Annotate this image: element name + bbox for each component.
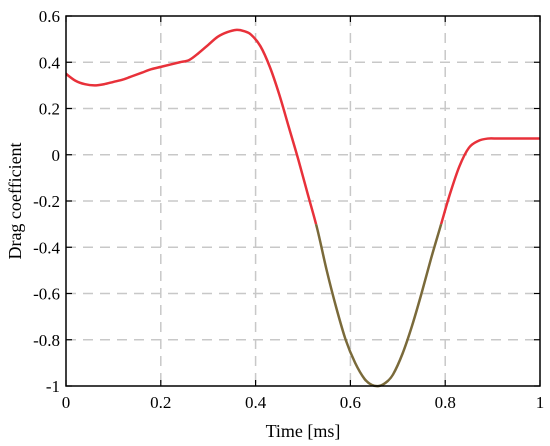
y-tick-label-1: -0.8: [33, 331, 60, 350]
y-axis-title: Drag coefficient: [5, 142, 25, 259]
series-line-0: [66, 28, 540, 225]
y-tick-label-0: -1: [46, 377, 60, 396]
series-line-low-segment-0: [314, 224, 443, 388]
x-axis-title: Time [ms]: [266, 421, 341, 441]
y-tick-label-4: -0.2: [33, 192, 60, 211]
x-tick-label-0: 0: [62, 393, 71, 412]
x-tick-label-5: 1: [536, 393, 545, 412]
x-tick-label-2: 0.4: [245, 393, 267, 412]
x-tick-label-3: 0.6: [340, 393, 361, 412]
y-tick-label-3: -0.4: [33, 238, 60, 257]
series-layer: [66, 28, 540, 388]
ticks: [65, 15, 541, 387]
y-tick-label-5: 0: [52, 146, 61, 165]
y-tick-label-7: 0.4: [39, 53, 61, 72]
y-tick-label-8: 0.6: [39, 7, 60, 26]
y-tick-label-2: -0.6: [33, 285, 60, 304]
grid-lines: [66, 16, 540, 386]
tick-labels: 0 0.2 0.4 0.6 0.8 1 -1 -0.8 -0.6 -0.4 -0.2 0 0.2 0.4 0…: [33, 7, 544, 412]
x-tick-label-1: 0.2: [150, 393, 171, 412]
y-tick-label-6: 0.2: [39, 100, 60, 119]
x-tick-label-4: 0.8: [435, 393, 456, 412]
